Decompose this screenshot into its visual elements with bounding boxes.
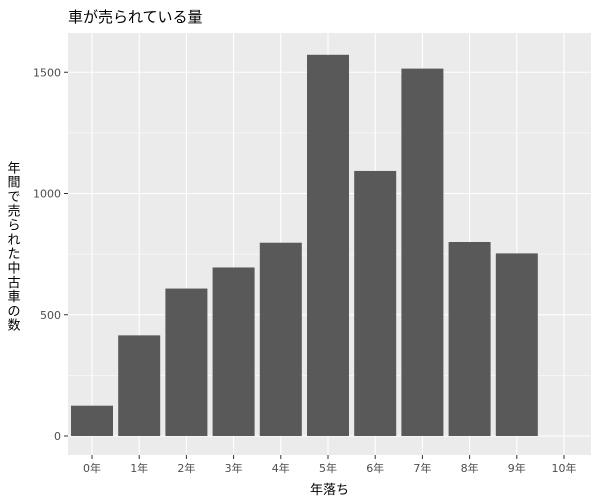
y-axis-label: 年間で売られた中古車の数 [7,161,20,333]
y-tick-label: 500 [40,309,61,322]
x-axis-label: 年落ち [310,483,349,498]
x-tick-label: 7年 [413,461,431,475]
x-axis: 0年 1年 2年 3年 4年 5年 6年 7年 8年 9年 10年 [83,455,577,475]
x-tick-label: 0年 [83,461,101,475]
bar-8 [448,242,491,436]
x-tick-label: 10年 [552,461,577,475]
x-tick-label: 8年 [461,461,479,475]
bar-7 [401,68,444,437]
chart-title: 車が売られている量 [68,8,203,26]
bar-2 [165,288,208,436]
y-tick-label: 1000 [33,188,61,201]
bar-5 [307,54,349,436]
bar-6 [354,170,397,436]
bar-3 [212,267,255,436]
bar-1 [118,335,161,436]
x-tick-label: 2年 [177,461,195,475]
x-tick-label: 5年 [319,461,337,475]
bar-4 [259,242,302,436]
x-tick-label: 1年 [130,461,148,475]
bar-9 [495,253,538,436]
y-axis: 0 500 1000 1500 [33,66,68,443]
y-tick-label: 0 [54,430,61,443]
x-tick-label: 9年 [508,461,526,475]
bars [71,54,538,437]
x-tick-label: 3年 [225,461,243,475]
y-tick-label: 1500 [33,66,61,79]
x-tick-label: 4年 [272,461,290,475]
bar-0 [71,405,113,436]
x-tick-label: 6年 [366,461,384,475]
